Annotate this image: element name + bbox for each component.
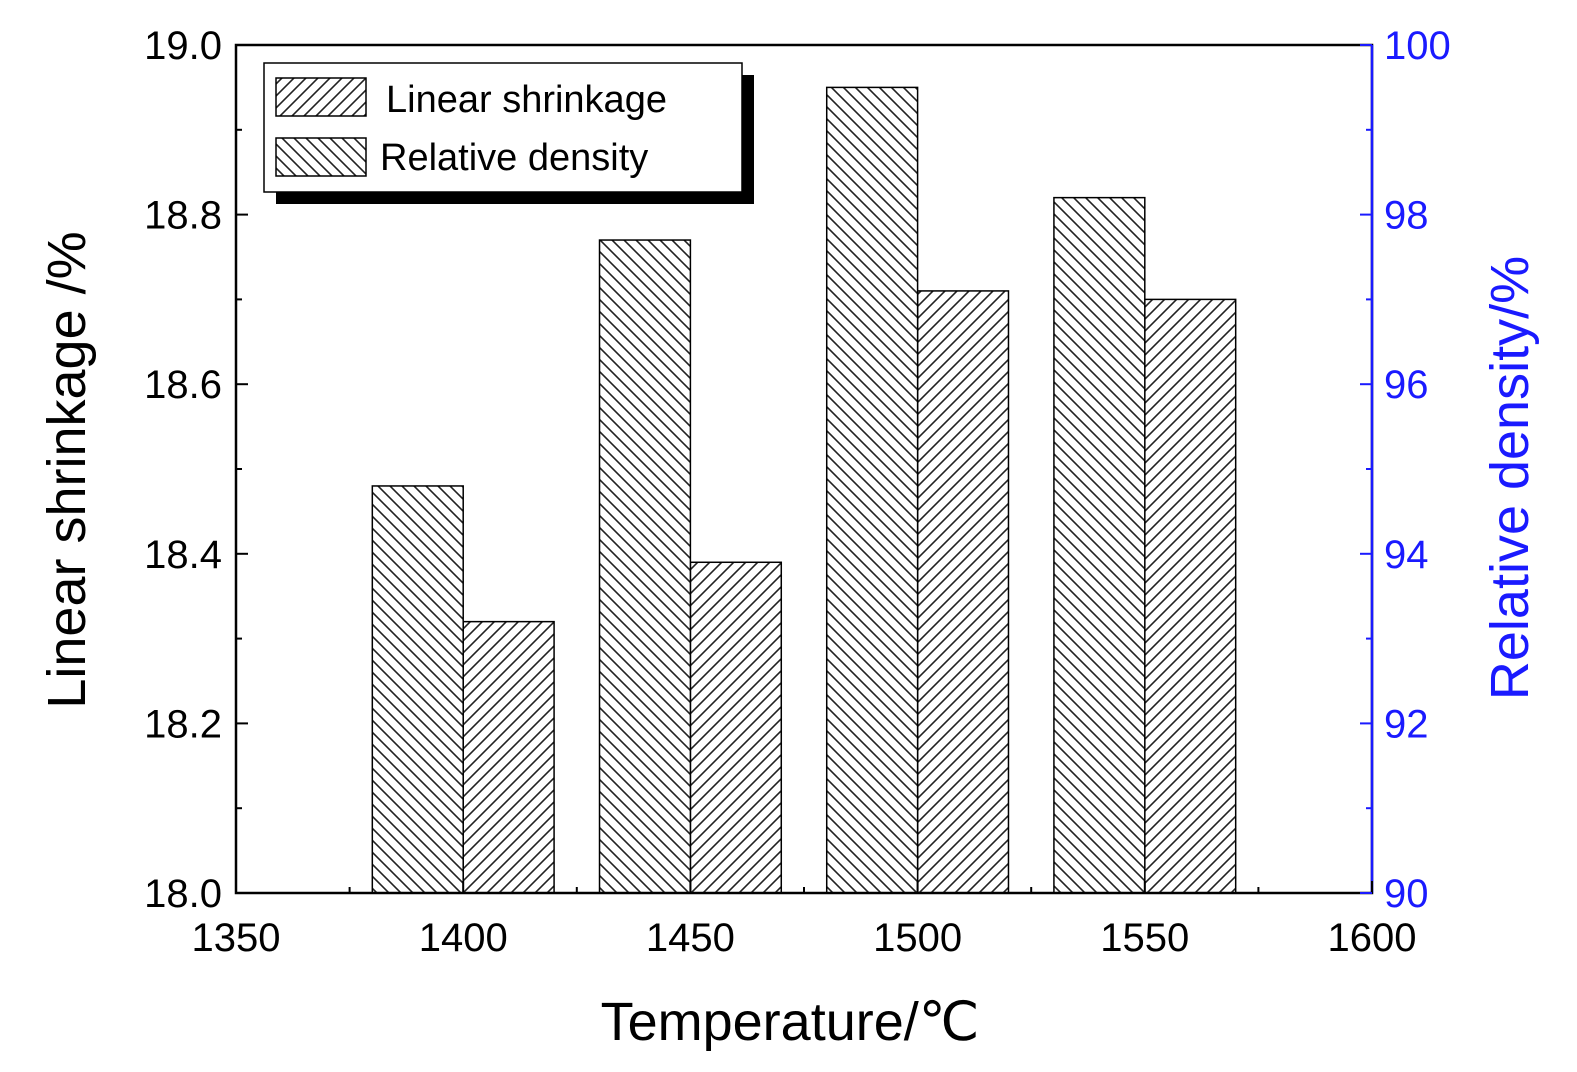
bar-relative-density-1450: [598, 239, 692, 894]
legend-label-linear-shrinkage: Linear shrinkage: [386, 79, 667, 121]
bar-linear-shrinkage-1450: [689, 561, 783, 894]
bar-relative-density-1550: [1053, 196, 1146, 894]
y2-axis-ticks: 90 92 94 96 98 100: [1360, 24, 1451, 916]
x-tick-label: 1550: [1100, 916, 1189, 960]
y2-tick-label: 96: [1384, 363, 1429, 407]
x-tick-label: 1600: [1328, 916, 1417, 960]
y-tick-label: 18.0: [144, 872, 222, 916]
y-tick-label: 18.6: [144, 363, 222, 407]
bar-linear-shrinkage-1400: [462, 620, 555, 894]
legend-swatch-relative-density: [275, 137, 367, 177]
y2-tick-label: 90: [1384, 872, 1429, 916]
y-tick-label: 19.0: [144, 24, 222, 68]
x-axis-title: Temperature/℃: [601, 992, 980, 1052]
y2-tick-label: 94: [1384, 533, 1429, 577]
x-tick-label: 1450: [646, 916, 735, 960]
bar-linear-shrinkage-1550: [1144, 298, 1237, 894]
y2-tick-label: 98: [1384, 194, 1429, 238]
y2-axis-title: Relative density/%: [1480, 256, 1540, 700]
y2-tick-label: 100: [1384, 24, 1451, 68]
x-tick-label: 1400: [419, 916, 508, 960]
x-tick-label: 1500: [873, 916, 962, 960]
bar-relative-density-1500: [825, 86, 919, 894]
legend: Linear shrinkage Relative density: [263, 62, 754, 204]
y-tick-label: 18.4: [144, 533, 222, 577]
x-axis-ticks: 1350 1400 1450 1500 1550 1600: [192, 881, 1417, 960]
bar-linear-shrinkage-1500: [916, 290, 1010, 894]
legend-swatch-linear-shrinkage: [275, 77, 367, 117]
legend-label-relative-density: Relative density: [380, 137, 648, 179]
y-axis-title: Linear shrinkage /%: [37, 231, 97, 708]
series-linear-shrinkage-bars: [462, 290, 1237, 894]
y-tick-label: 18.2: [144, 702, 222, 746]
bar-relative-density-1400: [371, 485, 464, 894]
y2-tick-label: 92: [1384, 702, 1429, 746]
series-relative-density-bars: [371, 86, 1146, 894]
y-tick-label: 18.8: [144, 194, 222, 238]
x-tick-label: 1350: [192, 916, 281, 960]
y-axis-ticks: 18.0 18.2 18.4 18.6 18.8 19.0: [144, 24, 248, 916]
